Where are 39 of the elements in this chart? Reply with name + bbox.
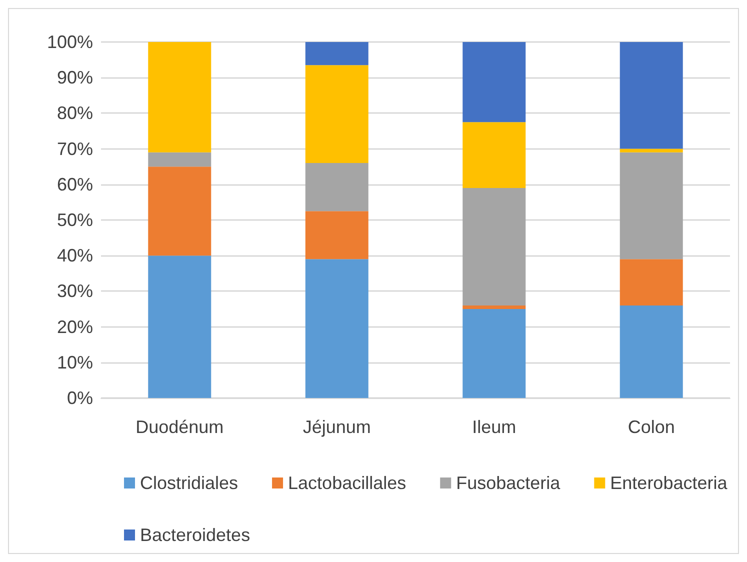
x-tick-label: Ileum (472, 417, 516, 437)
bar (620, 148, 683, 152)
y-tick-label: 60% (56, 174, 93, 194)
x-tick-label: Colon (628, 417, 675, 437)
y-tick-label: 30% (56, 281, 93, 302)
bar (148, 256, 212, 398)
y-tick-label: 70% (56, 138, 93, 159)
bar (620, 152, 683, 260)
bar (305, 42, 368, 66)
legend-label: Enterobacteria (610, 473, 728, 493)
bar (305, 211, 368, 260)
y-tick-label: 10% (56, 352, 93, 372)
x-tick-label: Jéjunum (302, 417, 371, 437)
bar (148, 166, 212, 256)
y-tick-label: 40% (56, 246, 93, 266)
bar (148, 42, 212, 152)
legend-label: Clostridiales (140, 473, 238, 493)
bar (462, 42, 526, 122)
x-tick-label: Duodénum (136, 417, 224, 437)
bar (620, 42, 683, 149)
legend-label: Bacteroidetes (140, 525, 250, 545)
legend-label: Fusobacteria (456, 473, 562, 493)
bar (462, 305, 526, 309)
bar (462, 122, 526, 188)
y-tick-label: 80% (56, 103, 93, 124)
bar (462, 188, 526, 306)
y-tick-label: 0% (66, 388, 93, 408)
bar (620, 305, 683, 398)
bar (462, 309, 526, 398)
y-tick-label: 20% (56, 316, 93, 337)
y-tick-label: 50% (56, 210, 93, 230)
bar (148, 152, 212, 167)
bar (620, 259, 683, 306)
y-tick-label: 100% (46, 32, 93, 52)
legend-label: Lactobacillales (288, 473, 406, 493)
bar (305, 259, 368, 398)
bar (305, 65, 368, 164)
y-tick-label: 90% (56, 68, 93, 88)
bar (305, 163, 368, 212)
